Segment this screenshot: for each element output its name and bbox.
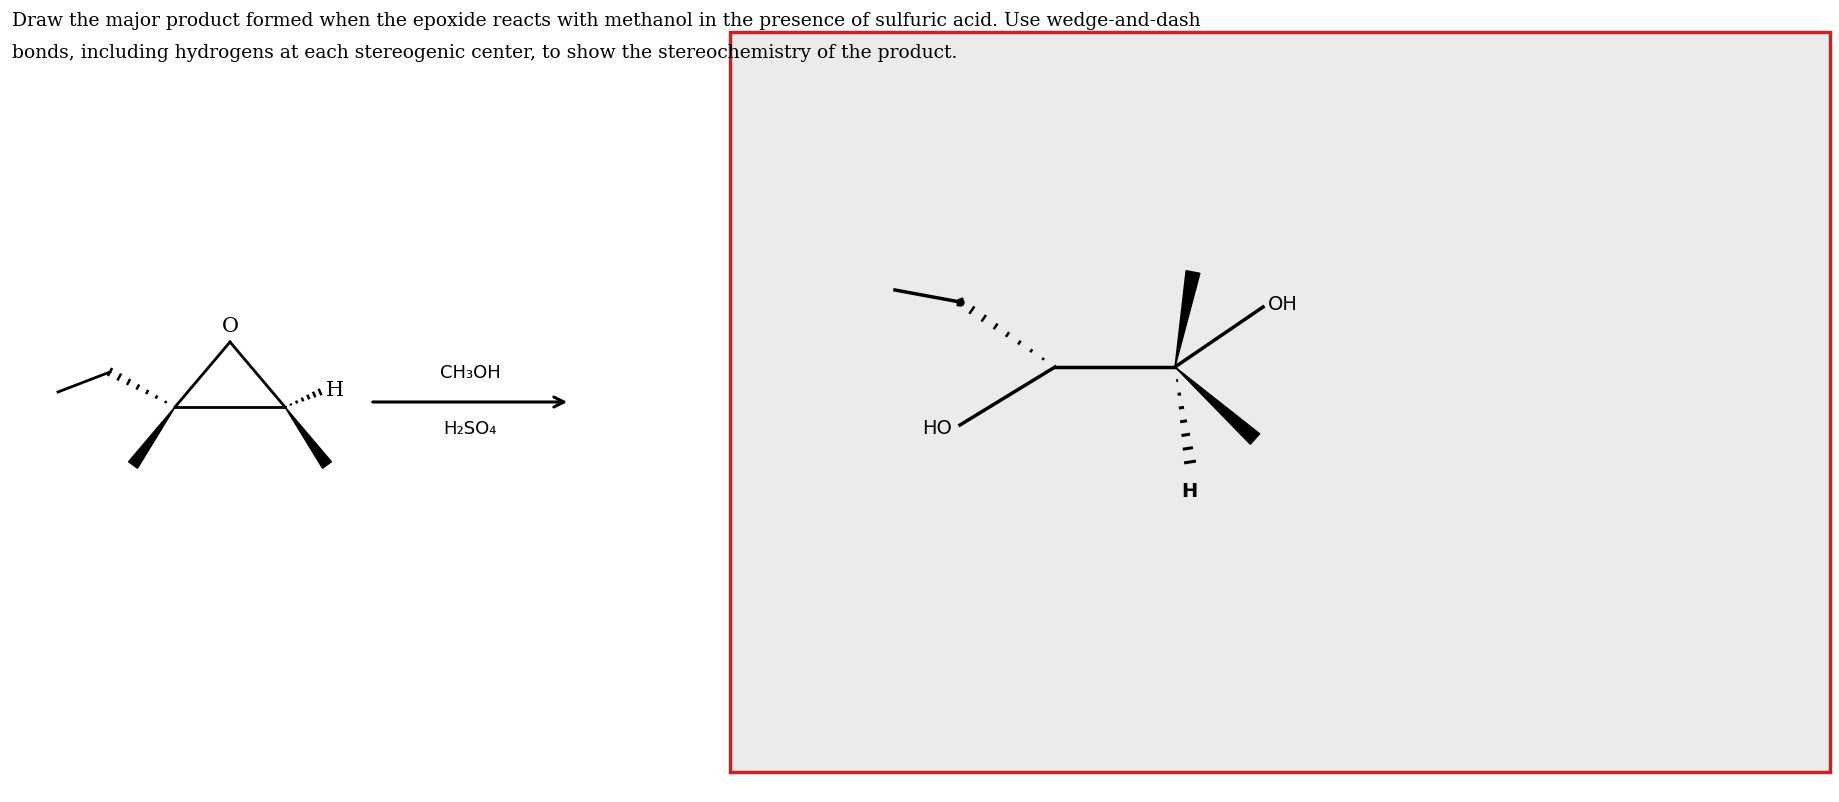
Text: H: H [326, 380, 344, 399]
Text: bonds, including hydrogens at each stereogenic center, to show the stereochemist: bonds, including hydrogens at each stere… [13, 44, 956, 62]
Text: O: O [221, 317, 239, 336]
Polygon shape [285, 407, 331, 468]
Bar [730, 32, 1830, 772]
Text: HO: HO [921, 419, 951, 439]
Polygon shape [129, 407, 175, 468]
Polygon shape [1175, 271, 1199, 367]
Text: Draw the major product formed when the epoxide reacts with methanol in the prese: Draw the major product formed when the e… [13, 12, 1201, 30]
Polygon shape [1175, 367, 1260, 444]
Text: H: H [1181, 482, 1197, 501]
Text: OH: OH [1267, 295, 1296, 314]
Text: CH₃OH: CH₃OH [440, 364, 500, 382]
Text: H₂SO₄: H₂SO₄ [443, 420, 497, 438]
